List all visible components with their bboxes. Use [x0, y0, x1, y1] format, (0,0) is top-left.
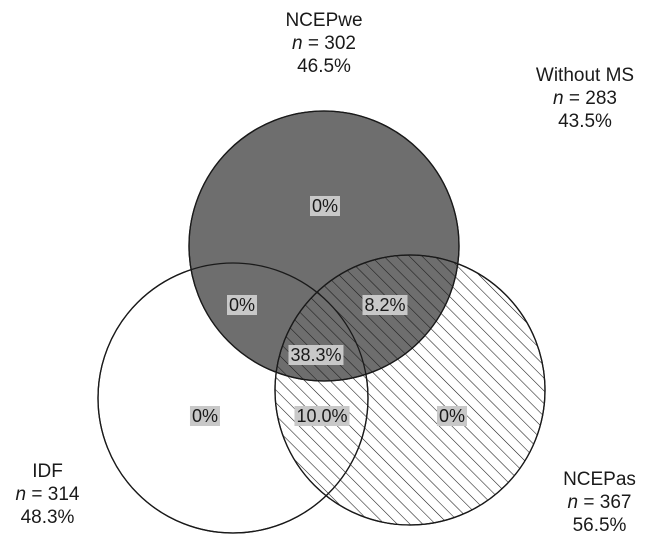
nceppas-name: NCEPas — [563, 469, 636, 490]
region-idf-nceppas: 10.0% — [294, 406, 350, 426]
idf-count: n = 314 — [15, 484, 80, 505]
region-ncepwe-nceppas: 8.2% — [362, 295, 408, 315]
ncepwe-set-label: NCEPwe n = 302 46.5% — [264, 9, 384, 78]
ncepwe-name: NCEPwe — [285, 10, 363, 31]
idf-name: IDF — [32, 461, 63, 482]
region-idf-only: 0% — [189, 406, 221, 426]
region-nceppas-only: 0% — [436, 406, 468, 426]
region-all-three: 38.3% — [288, 345, 344, 365]
ncepwe-count: n = 302 — [292, 33, 356, 54]
idf-percent: 48.3% — [20, 507, 75, 528]
without-ms-percent: 43.5% — [558, 111, 612, 132]
ncepwe-percent: 46.5% — [297, 56, 351, 77]
without-ms-count: n = 283 — [553, 88, 617, 109]
region-ncepwe-idf: 0% — [226, 295, 258, 315]
without-ms-name: Without MS — [535, 65, 635, 86]
region-ncepwe-only: 0% — [309, 196, 341, 216]
idf-set-label: IDF n = 314 48.3% — [0, 460, 95, 529]
without-ms-set-label: Without MS n = 283 43.5% — [520, 64, 647, 133]
nceppas-percent: 56.5% — [572, 515, 627, 536]
nceppas-set-label: NCEPas n = 367 56.5% — [552, 468, 647, 537]
nceppas-circle — [274, 254, 546, 526]
nceppas-count: n = 367 — [567, 492, 632, 513]
